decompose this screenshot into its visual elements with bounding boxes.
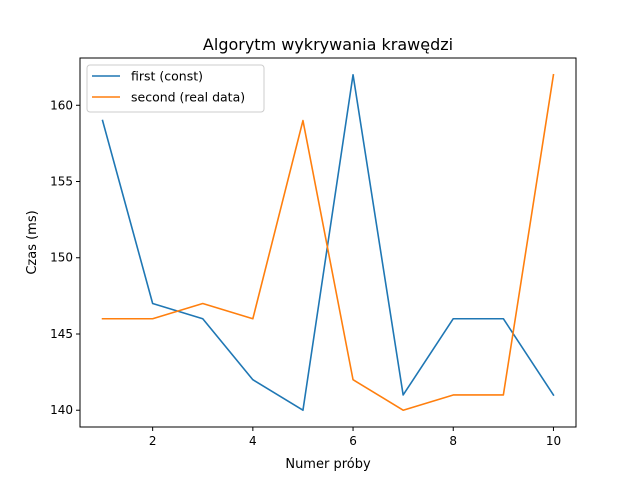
legend: first (const) second (real data) (86, 64, 265, 113)
legend-label-2: second (real data) (131, 90, 245, 105)
x-tick-label: 8 (449, 434, 457, 448)
x-tick-label: 4 (249, 434, 257, 448)
legend-label-1: first (const) (131, 69, 203, 84)
x-tick-label: 2 (149, 434, 157, 448)
series-line-2 (101, 73, 555, 412)
x-axis-label: Numer próby (285, 457, 371, 472)
legend-box (86, 64, 265, 113)
y-axis: 140 145 150 155 160 (50, 98, 80, 417)
y-tick-label: 150 (50, 251, 73, 265)
x-tick-label: 10 (546, 434, 561, 448)
chart-title: Algorytm wykrywania krawędzi (203, 35, 453, 54)
y-axis-label: Czas (ms) (25, 210, 40, 274)
x-tick-label: 6 (349, 434, 357, 448)
y-tick-label: 160 (50, 98, 73, 112)
y-tick-label: 140 (50, 403, 73, 417)
y-tick-label: 155 (50, 175, 73, 189)
series-line-1 (101, 73, 555, 412)
x-axis: 2 4 6 8 10 (149, 427, 561, 448)
series-layer (101, 73, 555, 412)
y-tick-label: 145 (50, 327, 73, 341)
plot-area-frame (79, 57, 577, 428)
